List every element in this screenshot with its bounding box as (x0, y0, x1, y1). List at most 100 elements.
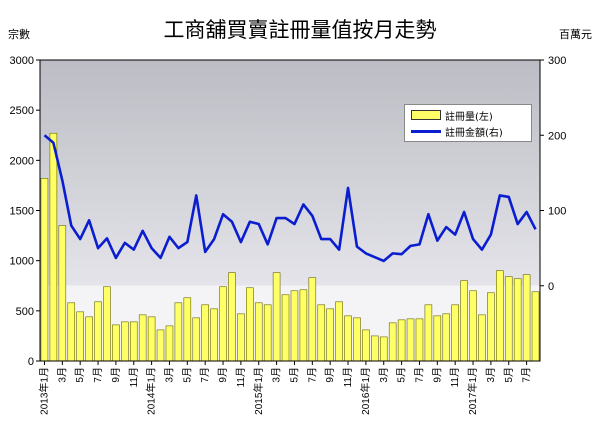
bar (129, 321, 138, 362)
bar (263, 304, 272, 362)
bar (353, 317, 361, 362)
bar (219, 286, 227, 362)
bar (388, 322, 397, 362)
x-tick-label: 5月 (74, 367, 86, 383)
left-axis-unit: 宗數 (8, 28, 30, 41)
right-tick-label: 300 (548, 55, 566, 67)
x-tick-label: 3月 (271, 367, 283, 383)
bar (210, 308, 218, 362)
right-tick-label: 200 (548, 130, 566, 142)
bar (281, 294, 290, 362)
x-tick-label: 9月 (324, 367, 336, 383)
bar (478, 314, 486, 362)
bar (522, 274, 531, 362)
axes: 0 500 1000 1500 2000 2500 3000 0 100 200 300 2013年1… (10, 55, 567, 415)
bar (94, 301, 102, 362)
x-tick-label: 3月 (378, 367, 390, 383)
bar (138, 314, 147, 362)
bar (379, 336, 388, 362)
bar (76, 311, 84, 362)
bar (103, 286, 111, 362)
bar (344, 315, 352, 362)
legend-line-swatch (411, 129, 441, 133)
left-tick-label: 2000 (10, 155, 34, 167)
x-tick-label: 7月 (413, 367, 425, 383)
bar (371, 335, 379, 362)
right-axis-unit: 百萬元 (559, 28, 592, 41)
bar (433, 315, 442, 362)
bar (496, 270, 504, 362)
bar (85, 316, 93, 362)
x-tick-label: 7月 (92, 367, 104, 383)
x-tick-label: 5月 (288, 367, 300, 383)
bar (469, 290, 477, 362)
bar (156, 329, 165, 362)
legend: 註冊量(左) 註冊金額(右) (404, 104, 532, 142)
bar (415, 318, 424, 362)
bar (201, 304, 209, 362)
bar (442, 313, 451, 362)
bar (192, 317, 201, 362)
bar (317, 304, 326, 362)
left-tick-label: 500 (16, 306, 34, 318)
x-tick-label: 11月 (342, 367, 354, 387)
x-tick-label: 5月 (181, 367, 193, 383)
bar (326, 308, 334, 362)
left-tick-label: 1500 (10, 206, 34, 218)
bar (112, 324, 120, 362)
legend-item-bars: 註冊量(左) (411, 108, 493, 123)
bar (406, 318, 415, 362)
line-series (43, 134, 537, 263)
x-tick-label: 3月 (485, 367, 497, 383)
left-tick-label: 0 (28, 356, 34, 368)
left-tick-label: 2500 (10, 105, 34, 117)
bar (40, 178, 49, 362)
bar (165, 325, 174, 362)
x-tick-label: 5月 (503, 367, 515, 383)
bar (424, 304, 433, 362)
bar (487, 292, 495, 362)
bar (451, 304, 459, 362)
x-tick-label: 9月 (431, 367, 443, 383)
x-tick-label: 7月 (306, 367, 318, 383)
legend-line-label: 註冊金額(右) (445, 127, 503, 139)
bar (362, 329, 370, 362)
bar-series (40, 132, 540, 362)
bar (504, 276, 513, 362)
left-tick-label: 3000 (10, 55, 34, 67)
legend-bar-swatch (411, 110, 441, 120)
bar (254, 302, 263, 362)
x-tick-label: 2013年1月 (37, 367, 50, 415)
x-tick-label: 2016年1月 (359, 367, 372, 415)
bar (272, 272, 281, 362)
right-tick-label: 100 (548, 206, 566, 218)
x-tick-label: 7月 (199, 367, 211, 383)
x-tick-label: 9月 (110, 367, 122, 383)
x-tick-label: 9月 (217, 367, 229, 383)
x-tick-label: 11月 (235, 367, 247, 387)
bar (246, 287, 254, 362)
x-tick-label: 3月 (163, 367, 175, 383)
series-line-amount (43, 134, 537, 263)
bar (58, 225, 67, 362)
bar (174, 302, 183, 362)
bar (237, 313, 245, 362)
bar (308, 277, 317, 362)
bar (183, 297, 192, 362)
bar (49, 132, 58, 362)
bar (121, 321, 129, 362)
bar (299, 289, 308, 362)
x-tick-label: 11月 (128, 367, 140, 387)
x-tick-label: 7月 (521, 367, 533, 383)
bar (147, 316, 156, 362)
x-tick-label: 3月 (56, 367, 68, 383)
right-tick-label: 0 (548, 281, 554, 293)
bar (67, 302, 76, 362)
x-tick-label: 2015年1月 (252, 367, 265, 415)
x-tick-label: 11月 (449, 367, 461, 387)
x-tick-label: 5月 (396, 367, 408, 383)
bar (228, 272, 236, 362)
upper-band (40, 60, 540, 286)
chart-title: 工商舖買賣註冊量值按月走勢 (163, 18, 437, 42)
